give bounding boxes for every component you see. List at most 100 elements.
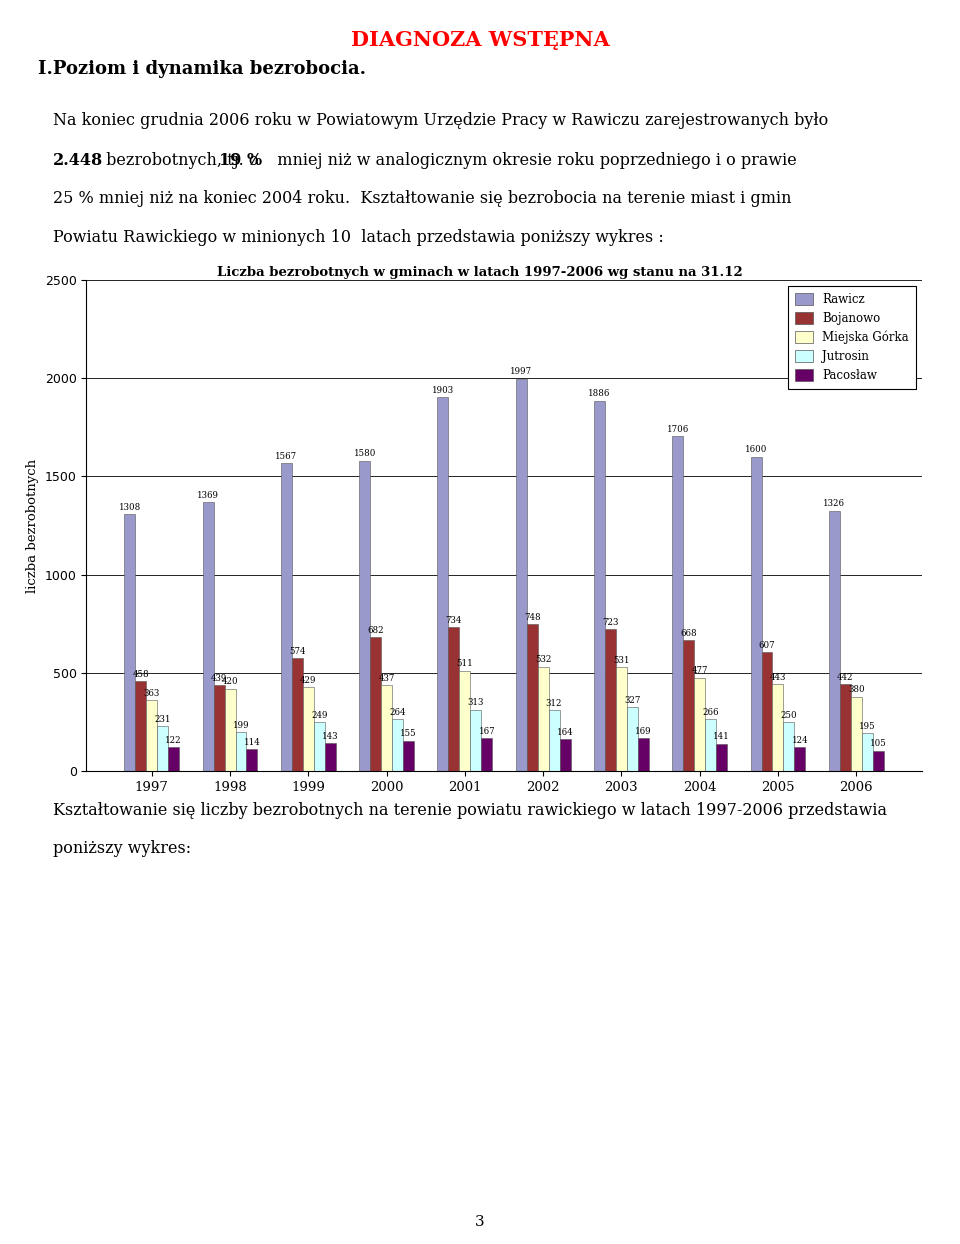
Bar — [783, 722, 795, 771]
Bar — [605, 629, 616, 771]
Bar — [235, 733, 247, 771]
Text: 25 % mniej niż na koniec 2004 roku.  Kształtowanie się bezrobocia na terenie mia: 25 % mniej niż na koniec 2004 roku. Kszt… — [53, 190, 791, 208]
Text: 195: 195 — [859, 722, 876, 730]
Bar — [706, 719, 716, 771]
Bar — [146, 700, 157, 771]
Text: 3: 3 — [475, 1215, 485, 1229]
Text: 114: 114 — [244, 738, 260, 746]
Text: 748: 748 — [524, 613, 540, 622]
Bar — [392, 719, 403, 771]
Bar — [873, 750, 883, 771]
Text: 574: 574 — [289, 647, 305, 656]
Bar — [157, 726, 168, 771]
Text: 380: 380 — [848, 685, 865, 694]
Bar — [481, 739, 492, 771]
Bar — [225, 689, 235, 771]
Text: 312: 312 — [546, 699, 563, 708]
Text: 1308: 1308 — [119, 503, 141, 511]
Bar — [135, 682, 146, 771]
Text: 531: 531 — [613, 656, 630, 664]
Text: Powiatu Rawickiego w minionych 10  latach przedstawia poniższy wykres :: Powiatu Rawickiego w minionych 10 latach… — [53, 229, 663, 246]
Bar — [403, 741, 414, 771]
Bar — [213, 685, 225, 771]
Text: 122: 122 — [165, 736, 182, 745]
Text: 124: 124 — [792, 735, 808, 745]
Text: 19 %: 19 % — [219, 152, 262, 169]
Text: 141: 141 — [713, 733, 730, 741]
Text: 1369: 1369 — [197, 491, 219, 500]
Text: I.Poziom i dynamika bezrobocia.: I.Poziom i dynamika bezrobocia. — [38, 60, 367, 77]
Bar — [862, 733, 873, 771]
Text: 264: 264 — [390, 708, 406, 717]
Text: 439: 439 — [211, 674, 228, 683]
Text: 1997: 1997 — [510, 367, 532, 377]
Text: 1706: 1706 — [666, 424, 689, 434]
Bar — [470, 710, 481, 771]
Bar — [672, 435, 684, 771]
Text: 327: 327 — [624, 695, 640, 704]
Bar — [292, 658, 302, 771]
Bar — [840, 684, 851, 771]
Bar — [538, 667, 548, 771]
Text: 1567: 1567 — [276, 452, 298, 462]
Legend: Rawicz, Bojanowo, Miejska Górka, Jutrosin, Pacosław: Rawicz, Bojanowo, Miejska Górka, Jutrosi… — [788, 286, 916, 389]
Text: 437: 437 — [378, 674, 395, 683]
Text: 1886: 1886 — [588, 389, 611, 398]
Text: 363: 363 — [144, 689, 160, 698]
Bar — [560, 739, 570, 771]
Bar — [168, 748, 180, 771]
Bar — [438, 397, 448, 771]
Text: bezrobotnych, tj. o: bezrobotnych, tj. o — [101, 152, 263, 169]
Text: 420: 420 — [222, 678, 238, 687]
Text: poniższy wykres:: poniższy wykres: — [53, 840, 191, 857]
Text: 511: 511 — [457, 659, 473, 668]
Text: 266: 266 — [703, 708, 719, 717]
Text: 532: 532 — [535, 656, 551, 664]
Text: 668: 668 — [681, 628, 697, 638]
Text: Na koniec grudnia 2006 roku w Powiatowym Urzędzie Pracy w Rawiczu zarejestrowany: Na koniec grudnia 2006 roku w Powiatowym… — [53, 112, 828, 129]
Text: 250: 250 — [780, 710, 797, 720]
Bar — [773, 684, 783, 771]
Text: 169: 169 — [635, 726, 652, 735]
Text: 458: 458 — [132, 671, 149, 679]
Text: 143: 143 — [322, 731, 339, 741]
Text: Kształtowanie się liczby bezrobotnych na terenie powiatu rawickiego w latach 199: Kształtowanie się liczby bezrobotnych na… — [53, 802, 887, 820]
Bar — [203, 503, 213, 771]
Bar — [627, 707, 637, 771]
Text: 105: 105 — [870, 739, 886, 749]
Text: 313: 313 — [468, 698, 484, 708]
Text: mniej niż w analogicznym okresie roku poprzedniego i o prawie: mniej niż w analogicznym okresie roku po… — [267, 152, 797, 169]
Bar — [716, 744, 727, 771]
Text: 1903: 1903 — [432, 386, 454, 394]
Text: 249: 249 — [311, 712, 327, 720]
Bar — [548, 710, 560, 771]
Bar — [594, 401, 605, 771]
Text: 682: 682 — [368, 626, 384, 634]
Text: 429: 429 — [300, 675, 317, 684]
Bar — [448, 627, 460, 771]
Bar — [694, 678, 706, 771]
Text: 167: 167 — [478, 726, 495, 736]
Bar — [359, 460, 371, 771]
Text: DIAGNOZA WSTĘPNA: DIAGNOZA WSTĘPNA — [350, 30, 610, 50]
Bar — [314, 723, 324, 771]
Bar — [527, 624, 538, 771]
Text: 442: 442 — [837, 673, 853, 682]
Bar — [324, 743, 336, 771]
Bar — [460, 671, 470, 771]
Bar — [851, 697, 862, 771]
Y-axis label: liczba bezrobotnych: liczba bezrobotnych — [26, 459, 39, 592]
Bar — [616, 667, 627, 771]
Bar — [684, 639, 694, 771]
Text: 164: 164 — [557, 728, 573, 736]
Text: 2.448: 2.448 — [53, 152, 103, 169]
Text: 199: 199 — [232, 720, 250, 730]
Text: 1600: 1600 — [745, 445, 767, 454]
Bar — [637, 738, 649, 771]
Bar — [795, 746, 805, 771]
Text: 734: 734 — [445, 616, 462, 624]
Text: 477: 477 — [691, 667, 708, 675]
Bar — [302, 687, 314, 771]
Bar — [828, 510, 840, 771]
Bar — [516, 378, 527, 771]
